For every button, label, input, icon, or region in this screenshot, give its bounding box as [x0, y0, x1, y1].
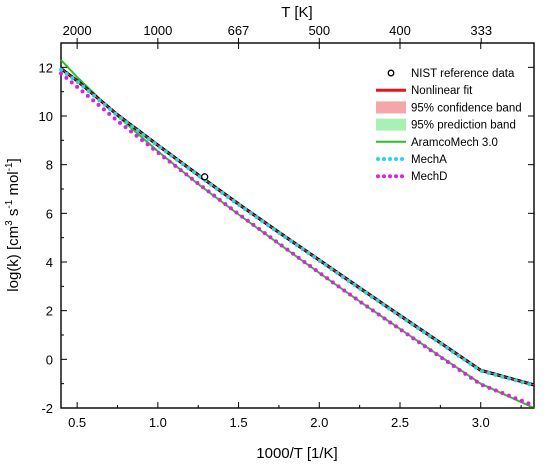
x-tick-label: 0.5: [68, 415, 86, 430]
x-tick-label: 3.0: [472, 415, 490, 430]
nist-data-point: [201, 173, 209, 181]
series-mecha: [59, 67, 536, 388]
y-label-end: ]: [5, 158, 22, 162]
y-tick-label: 10: [39, 109, 53, 124]
y-label-sup3: -1: [4, 162, 15, 171]
plot-frame: [60, 42, 535, 409]
y-tick-label: 12: [39, 60, 53, 75]
series-nonlinear-fit-outline: [60, 67, 535, 387]
top-axis-label: T [K]: [281, 4, 312, 21]
legend-label: AramcoMech 3.0: [411, 137, 498, 149]
top-tick-label: 500: [308, 23, 330, 38]
x-axis-label: 1000/T [1/K]: [256, 445, 337, 462]
legend-label: 95% confidence band: [411, 102, 522, 114]
legend-swatch-band: [376, 101, 406, 114]
y-label-base: log(k) [cm: [5, 226, 22, 292]
top-axis: 2000 1000 667 500 400 333: [63, 23, 492, 43]
series-nonlinear-fit: [60, 68, 535, 386]
legend-label: Nonlinear fit: [411, 85, 473, 97]
top-tick-label: 2000: [63, 23, 92, 38]
y-tick-label: 2: [46, 304, 53, 319]
legend-swatch-nist: [387, 69, 395, 77]
legend-label: 95% prediction band: [411, 120, 516, 132]
top-tick-label: 667: [228, 23, 250, 38]
y-label-mid1: s: [5, 209, 22, 221]
x-axis: 0.5 1.0 1.5 2.0 2.5 3.0: [68, 43, 522, 430]
legend-label: MechD: [411, 171, 447, 183]
y-axis: -2 0 2 4 6 8 10 12: [39, 60, 534, 416]
y-tick-label: 0: [46, 352, 53, 367]
y-tick-label: -2: [41, 401, 53, 416]
legend-swatch-band: [376, 118, 406, 131]
legend-label: MechA: [411, 154, 447, 166]
x-tick-label: 2.0: [310, 415, 328, 430]
top-tick-label: 1000: [143, 23, 172, 38]
y-label-mid2: mol: [5, 171, 22, 199]
series-layer: [59, 59, 536, 409]
legend-label: NIST reference data: [411, 68, 515, 80]
top-tick-label: 400: [389, 23, 411, 38]
y-axis-label: log(k) [cm3 s-1 mol-1]: [4, 158, 22, 291]
x-tick-label: 1.5: [230, 415, 248, 430]
legend: NIST reference data Nonlinear fit 95% conf…: [376, 68, 522, 183]
top-tick-label: 333: [470, 23, 492, 38]
x-tick-label: 1.0: [149, 415, 167, 430]
y-label-sup2: -1: [4, 199, 15, 208]
y-tick-label: 8: [46, 158, 53, 173]
y-label-sup1: 3: [4, 220, 15, 226]
x-tick-label: 2.5: [391, 415, 409, 430]
y-tick-label: 4: [46, 255, 53, 270]
y-tick-label: 6: [46, 206, 53, 221]
